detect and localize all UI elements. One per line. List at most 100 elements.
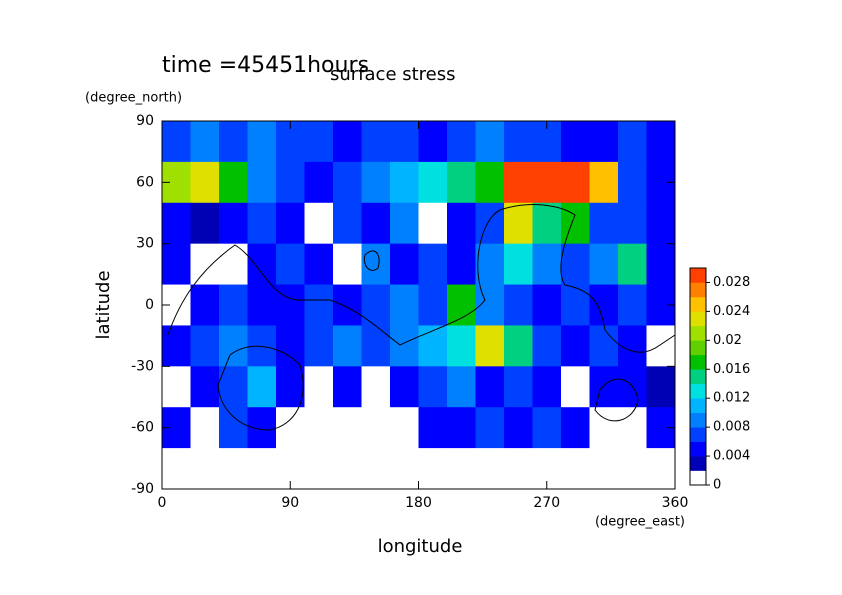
cell	[475, 243, 505, 286]
cell	[390, 284, 419, 326]
cell	[532, 407, 562, 449]
cell	[532, 161, 562, 204]
coastline	[363, 250, 380, 271]
cell	[447, 366, 476, 408]
cell	[561, 325, 590, 367]
cell	[333, 407, 362, 449]
cell	[162, 243, 191, 286]
colorbar-swatch	[690, 268, 706, 283]
colorbar-tick-label: 0.016	[713, 362, 750, 377]
cell	[561, 121, 590, 163]
colorbar-tick-label: 0.012	[713, 391, 750, 406]
cell	[247, 161, 277, 204]
cell	[190, 243, 220, 286]
coastline	[167, 204, 676, 353]
cell	[589, 366, 619, 408]
cell	[504, 448, 533, 490]
colorbar-tick-label: 0.004	[713, 449, 750, 464]
cell	[276, 407, 305, 449]
cell	[304, 243, 334, 286]
colorbar-swatch	[690, 340, 706, 356]
cell	[447, 407, 476, 449]
coastline	[594, 378, 639, 422]
cell	[447, 448, 476, 490]
cell	[276, 366, 305, 408]
chart-subtitle: time =45451hours	[162, 53, 369, 78]
cell	[219, 366, 248, 408]
cell	[504, 202, 533, 245]
cell	[190, 121, 220, 163]
cell	[190, 448, 220, 490]
cell	[390, 243, 419, 286]
cell	[561, 366, 590, 408]
cell	[475, 325, 505, 367]
cell	[247, 284, 277, 326]
cell	[561, 202, 590, 245]
cell	[304, 284, 334, 326]
cell	[646, 243, 676, 286]
cell	[247, 448, 277, 490]
cell	[333, 448, 362, 490]
coastline	[217, 345, 304, 431]
colorbar-swatch	[690, 441, 706, 457]
cell	[361, 161, 391, 204]
cell	[589, 202, 619, 245]
cell	[418, 121, 448, 163]
cell	[418, 325, 448, 367]
cell	[190, 202, 220, 245]
colorbar-swatch	[690, 354, 706, 370]
y-tick-label: -90	[131, 481, 154, 497]
cell	[589, 121, 619, 163]
cell	[504, 121, 533, 163]
cell	[219, 448, 248, 490]
cell	[390, 407, 419, 449]
cell	[361, 121, 391, 163]
cell	[646, 202, 676, 245]
colorbar: 0 0.004 0.008 0.012 0.016 0.02 0.024 0.028	[689, 267, 750, 493]
colorbar-swatch	[690, 456, 706, 471]
cell	[589, 161, 619, 204]
cell	[390, 161, 419, 204]
cell	[447, 243, 476, 286]
cell	[504, 243, 533, 286]
cell	[333, 161, 362, 204]
cell	[219, 407, 248, 449]
cell	[219, 121, 248, 163]
cell	[618, 161, 647, 204]
cell	[561, 407, 590, 449]
cell	[589, 284, 619, 326]
cell	[162, 448, 191, 490]
cell	[504, 325, 533, 367]
cell	[276, 202, 305, 245]
cell	[561, 243, 590, 286]
cell	[618, 407, 647, 449]
cell	[361, 243, 391, 286]
cell	[333, 325, 362, 367]
y-tick-label: 0	[145, 297, 154, 313]
cell	[504, 161, 533, 204]
cell	[532, 243, 562, 286]
x-units: (degree_east)	[595, 515, 685, 530]
cell	[304, 407, 334, 449]
cell	[276, 325, 305, 367]
field	[162, 121, 676, 490]
y-tick-label: -30	[131, 358, 154, 374]
cell	[247, 366, 277, 408]
cell	[447, 202, 476, 245]
cell	[190, 325, 220, 367]
cell	[304, 448, 334, 490]
cell	[361, 202, 391, 245]
y-tick-label: 90	[136, 113, 154, 129]
cell	[561, 448, 590, 490]
cell	[418, 243, 448, 286]
cell	[247, 407, 277, 449]
cell	[532, 284, 562, 326]
cell	[333, 121, 362, 163]
cell	[276, 284, 305, 326]
chart-title: surface stress	[330, 64, 456, 85]
colorbar-swatch	[690, 398, 706, 413]
cell	[618, 121, 647, 163]
cell	[247, 121, 277, 163]
cell	[304, 325, 334, 367]
